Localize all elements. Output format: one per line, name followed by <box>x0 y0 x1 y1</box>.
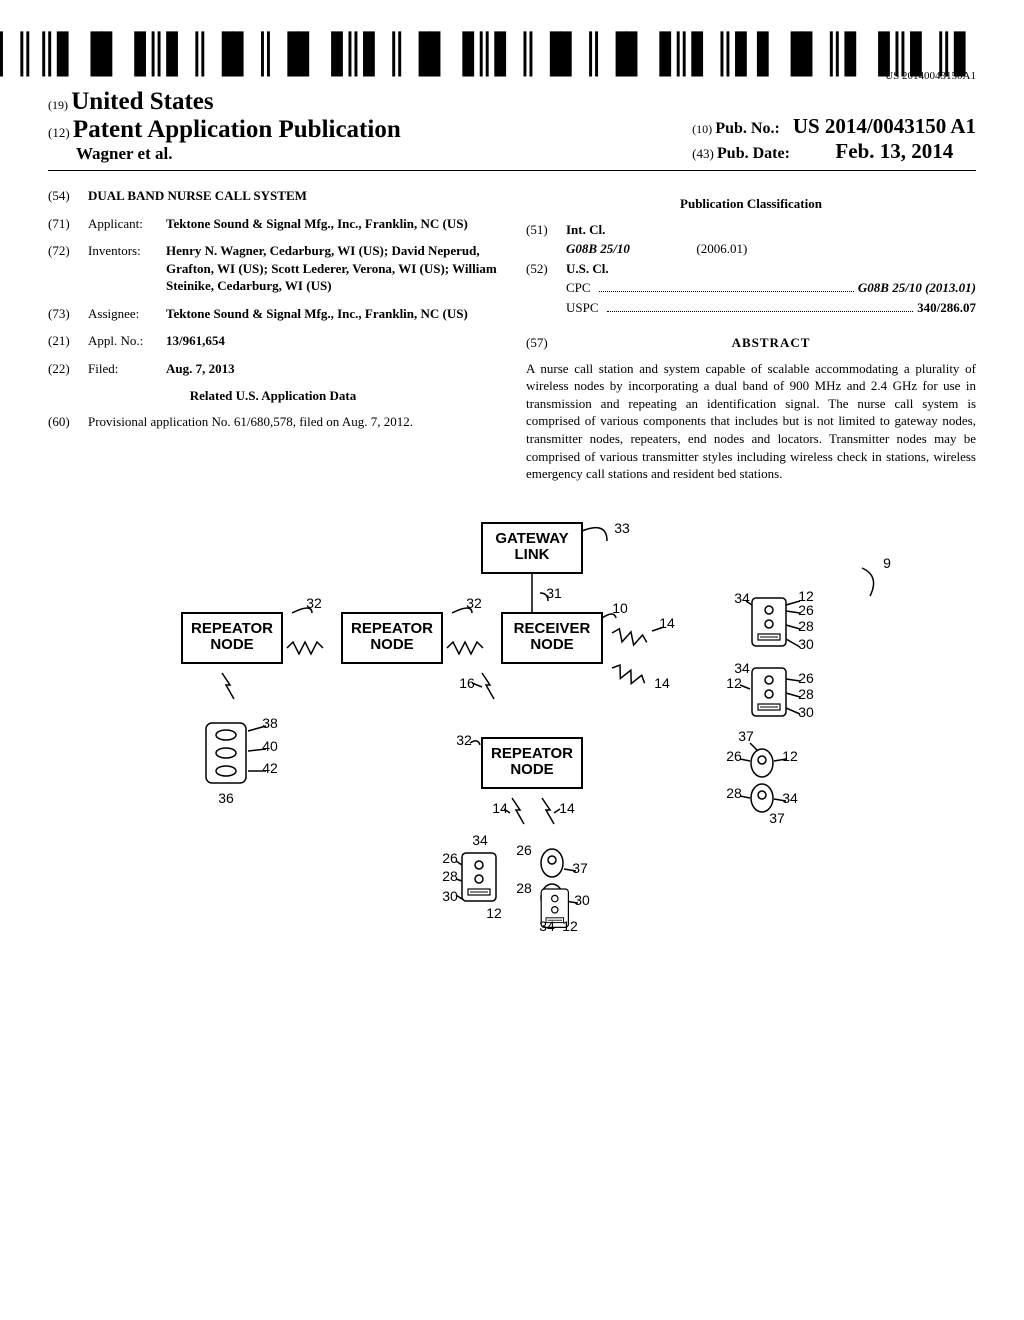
svg-text:14: 14 <box>492 800 508 816</box>
filed-num: (22) <box>48 360 78 378</box>
inventors-num: (72) <box>48 242 78 295</box>
left-column: (54) DUAL BAND NURSE CALL SYSTEM (71) Ap… <box>48 187 498 483</box>
svg-text:12: 12 <box>562 918 578 934</box>
applno: 13/961,654 <box>166 333 225 348</box>
diagram: GATEWAYLINK 33 31 REPEATORNODE REPEATORN… <box>48 513 976 1033</box>
assignee-text: Tektone Sound & Signal Mfg., Inc., Frank… <box>166 306 468 321</box>
dotfill <box>607 310 914 312</box>
filed-label: Filed: <box>88 360 156 378</box>
abstract-heading: ABSTRACT <box>566 334 976 352</box>
pubno-num: (10) <box>692 122 712 136</box>
svg-text:28: 28 <box>726 785 742 801</box>
svg-text:37: 37 <box>572 860 588 876</box>
applicant: Tektone Sound & Signal Mfg., Inc., Frank… <box>166 216 468 231</box>
assignee-num: (73) <box>48 305 78 323</box>
related-heading: Related U.S. Application Data <box>48 387 498 405</box>
assignee: Tektone Sound & Signal Mfg., Inc., Frank… <box>166 306 468 321</box>
assignee-label: Assignee: <box>88 305 156 323</box>
svg-text:12: 12 <box>486 905 502 921</box>
provisional: Provisional application No. 61/680,578, … <box>88 413 498 431</box>
svg-text:26: 26 <box>798 670 814 686</box>
svg-text:28: 28 <box>798 686 814 702</box>
classification-heading: Publication Classification <box>526 195 976 213</box>
intcl-label: Int. Cl. <box>566 222 605 237</box>
svg-text:42: 42 <box>262 760 278 776</box>
svg-text:26: 26 <box>442 850 458 866</box>
svg-text:26: 26 <box>798 602 814 618</box>
svg-text:14: 14 <box>659 615 675 631</box>
authors: Wagner et al. <box>76 144 401 164</box>
svg-text:34: 34 <box>539 918 555 934</box>
svg-text:14: 14 <box>559 800 575 816</box>
svg-text:32: 32 <box>456 732 472 748</box>
barcode-text: US 20140043150A1 <box>885 70 976 82</box>
header: (19) United States (12) Patent Applicati… <box>48 88 976 171</box>
applicant-text: Tektone Sound & Signal Mfg., Inc., Frank… <box>166 216 468 231</box>
cpc-lead: CPC <box>566 279 591 297</box>
pub-type: Patent Application Publication <box>73 116 401 143</box>
svg-text:30: 30 <box>798 704 814 720</box>
svg-text:10: 10 <box>612 600 628 616</box>
country-num: (19) <box>48 98 68 112</box>
applno-num: (21) <box>48 332 78 350</box>
inventors-label: Inventors: <box>88 242 156 295</box>
svg-text:40: 40 <box>262 738 278 754</box>
biblio-columns: (54) DUAL BAND NURSE CALL SYSTEM (71) Ap… <box>48 187 976 483</box>
svg-text:36: 36 <box>218 790 234 806</box>
svg-text:14: 14 <box>654 675 670 691</box>
uscl-num: (52) <box>526 260 556 278</box>
abstract-num: (57) <box>526 334 556 352</box>
abstract: A nurse call station and system capable … <box>526 360 976 483</box>
prov-num: (60) <box>48 413 78 431</box>
inventors-text: Henry N. Wagner, Cedarburg, WI (US); Dav… <box>166 243 497 293</box>
svg-text:37: 37 <box>769 810 785 826</box>
pub-num: (12) <box>48 125 70 140</box>
svg-text:31: 31 <box>546 585 562 601</box>
svg-text:26: 26 <box>516 842 532 858</box>
pubno-value: US 2014/0043150 A1 <box>793 114 976 138</box>
uspc-lead: USPC <box>566 299 599 317</box>
header-right: (10) Pub. No.: US 2014/0043150 A1 (43) P… <box>692 114 976 164</box>
pubdate-num: (43) <box>692 146 714 161</box>
svg-text:9: 9 <box>883 555 891 571</box>
right-column: Publication Classification (51) Int. Cl.… <box>526 187 976 483</box>
applno-label: Appl. No.: <box>88 332 156 350</box>
pubdate-label: Pub. Date: <box>717 145 790 162</box>
country: United States <box>71 88 213 115</box>
svg-text:26: 26 <box>726 748 742 764</box>
filed: Aug. 7, 2013 <box>166 361 235 376</box>
cpc-value: G08B 25/10 (2013.01) <box>858 280 976 295</box>
svg-text:34: 34 <box>734 590 750 606</box>
header-left: (19) United States (12) Patent Applicati… <box>48 88 401 164</box>
uscl-label: U.S. Cl. <box>566 261 609 276</box>
svg-text:34: 34 <box>734 660 750 676</box>
svg-text:30: 30 <box>798 636 814 652</box>
applicant-label: Applicant: <box>88 215 156 233</box>
pubno-label: Pub. No.: <box>715 120 779 137</box>
svg-text:28: 28 <box>516 880 532 896</box>
svg-text:12: 12 <box>782 748 798 764</box>
intcl-code: G08B 25/10 <box>566 241 630 256</box>
intcl-year: (2006.01) <box>696 241 747 256</box>
barcode-graphic: ▌║▌▐║▌║▌▌▐▌║║▌▐▌▐║▌║▐▌║▐▌▐║▌║▐▌▐║▌║▐▌║▐▌… <box>0 40 976 68</box>
inventors: Henry N. Wagner, Cedarburg, WI (US); Dav… <box>166 242 498 295</box>
svg-text:28: 28 <box>442 868 458 884</box>
svg-text:12: 12 <box>726 675 742 691</box>
svg-text:37: 37 <box>738 728 754 744</box>
svg-text:30: 30 <box>442 888 458 904</box>
svg-text:28: 28 <box>798 618 814 634</box>
applicant-num: (71) <box>48 215 78 233</box>
svg-text:38: 38 <box>262 715 278 731</box>
dotfill <box>599 290 854 292</box>
uspc-value: 340/286.07 <box>917 299 976 317</box>
svg-text:30: 30 <box>574 892 590 908</box>
title-num: (54) <box>48 187 78 205</box>
svg-text:33: 33 <box>614 520 630 536</box>
svg-text:34: 34 <box>782 790 798 806</box>
barcode-block: ▌║▌▐║▌║▌▌▐▌║║▌▐▌▐║▌║▐▌║▐▌▐║▌║▐▌▐║▌║▐▌║▐▌… <box>48 40 976 82</box>
svg-text:34: 34 <box>472 832 488 848</box>
intcl-num: (51) <box>526 221 556 239</box>
pubdate-value: Feb. 13, 2014 <box>835 139 953 163</box>
invention-title: DUAL BAND NURSE CALL SYSTEM <box>88 187 498 205</box>
